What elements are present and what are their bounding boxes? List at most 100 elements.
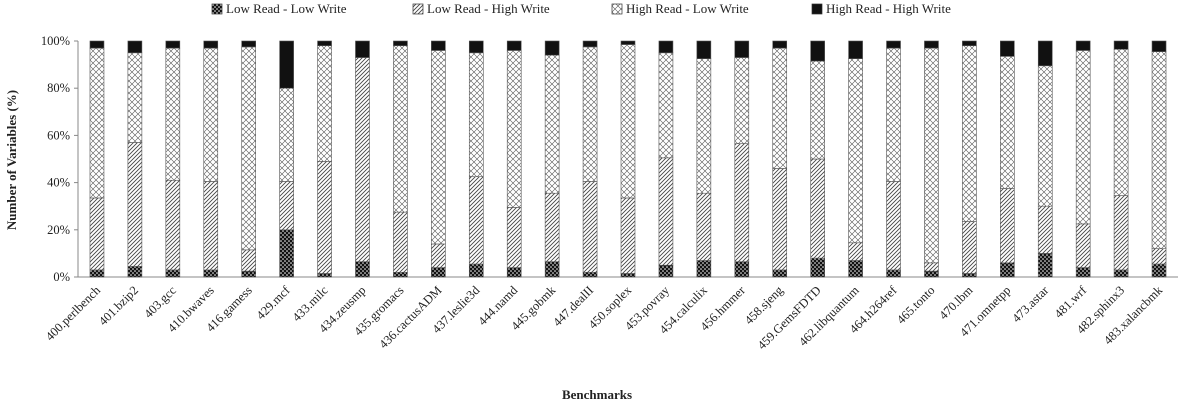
bar-segment	[241, 46, 256, 251]
bar-segment	[848, 40, 863, 60]
bar-segment	[924, 47, 939, 264]
bar-segment	[848, 58, 863, 244]
bar-segment	[89, 40, 105, 49]
bar-segment	[203, 47, 219, 182]
bar-segment	[127, 52, 143, 143]
bar-segment	[279, 87, 294, 182]
legend-label: Low Read - High Write	[427, 1, 550, 16]
bar-segment	[1000, 262, 1015, 278]
bar-segment	[810, 158, 825, 259]
x-axis-title: Benchmarks	[562, 387, 632, 402]
bar-segment	[810, 40, 825, 62]
bar-segment	[1037, 65, 1053, 207]
legend-item: High Read - Low Write	[611, 1, 749, 16]
bar-stack	[317, 40, 332, 278]
bar-segment	[1000, 188, 1015, 264]
y-tick-label: 80%	[47, 81, 70, 95]
bar-segment	[886, 181, 901, 271]
bar-segment	[89, 47, 105, 199]
bar-segment	[355, 40, 370, 58]
bar-stack	[924, 40, 939, 278]
bar-segment	[203, 181, 219, 271]
bar-segment	[1037, 205, 1053, 254]
bar-segment	[544, 192, 560, 262]
bar-segment	[810, 257, 825, 278]
bar-segment	[658, 157, 674, 266]
bar-segment	[393, 271, 408, 278]
bar-segment	[317, 40, 332, 47]
bar-segment	[203, 269, 219, 278]
bar-segment	[1113, 269, 1129, 278]
x-tick-label: 400.perlbench	[43, 283, 104, 344]
bar-segment	[165, 40, 181, 49]
bar-segment	[544, 261, 560, 278]
bar-stack	[241, 40, 256, 278]
bar-segment	[696, 40, 712, 60]
bar-stack	[696, 40, 712, 278]
bar-segment	[544, 40, 560, 56]
x-tick-label: 403.gcc	[141, 283, 179, 321]
bar-segment	[317, 273, 332, 278]
bar-stack	[1151, 40, 1167, 278]
legend-label: Low Read - Low Write	[226, 1, 347, 16]
bar-segment	[1037, 253, 1053, 278]
legend-swatch	[611, 3, 623, 15]
bar-segment	[468, 52, 484, 178]
bar-segment	[468, 263, 484, 278]
bar-segment	[734, 57, 750, 144]
bar-segment	[1151, 248, 1167, 265]
bar-segment	[848, 242, 863, 261]
bar-stack	[734, 40, 750, 278]
bar-stack	[127, 40, 143, 278]
bar-segment	[658, 264, 674, 278]
bar-segment	[1113, 48, 1129, 196]
bar-segment	[1075, 50, 1091, 225]
bar-stack	[1113, 40, 1129, 278]
bar-segment	[962, 221, 977, 274]
bar-segment	[582, 271, 598, 278]
bar-segment	[203, 40, 219, 49]
bar-segment	[127, 142, 143, 267]
bar-segment	[772, 40, 788, 49]
y-axis-title: Number of Variables (%)	[4, 90, 19, 230]
bar-stack	[848, 40, 863, 278]
bar-segment	[924, 262, 939, 272]
bar-stack	[772, 40, 788, 278]
bar-segment	[431, 50, 446, 245]
y-tick-label: 20%	[47, 223, 70, 237]
bar-segment	[1000, 40, 1015, 57]
bar-stack	[355, 40, 370, 278]
bar-segment	[431, 267, 446, 278]
bar-segment	[1000, 56, 1015, 189]
bar-stack	[393, 40, 408, 278]
bar-stack	[962, 40, 977, 278]
bar-stack	[279, 40, 294, 278]
bar-segment	[582, 40, 598, 48]
bar-segment	[468, 176, 484, 265]
x-tick-label: 465.tonto	[894, 283, 938, 327]
bar-segment	[1075, 40, 1091, 51]
bar-stack	[89, 40, 105, 278]
bar-stack	[203, 40, 219, 278]
bar-segment	[317, 161, 332, 274]
legend-swatch	[211, 3, 223, 15]
bars	[89, 40, 1167, 278]
bar-segment	[393, 45, 408, 213]
y-tick-label: 0%	[53, 270, 70, 284]
bar-segment	[886, 40, 901, 49]
bar-segment	[1151, 51, 1167, 249]
bar-segment	[506, 50, 522, 208]
bar-segment	[241, 249, 256, 272]
legend: Low Read - Low Write Low Read - High Writ…	[211, 1, 951, 16]
bar-segment	[620, 273, 636, 278]
bar-segment	[658, 40, 674, 54]
y-tick-label: 40%	[47, 176, 70, 190]
bar-segment	[620, 40, 636, 45]
bar-stack	[468, 40, 484, 278]
bar-segment	[241, 270, 256, 278]
bar-segment	[544, 54, 560, 194]
bar-segment	[241, 40, 256, 48]
bar-stack	[1000, 40, 1015, 278]
